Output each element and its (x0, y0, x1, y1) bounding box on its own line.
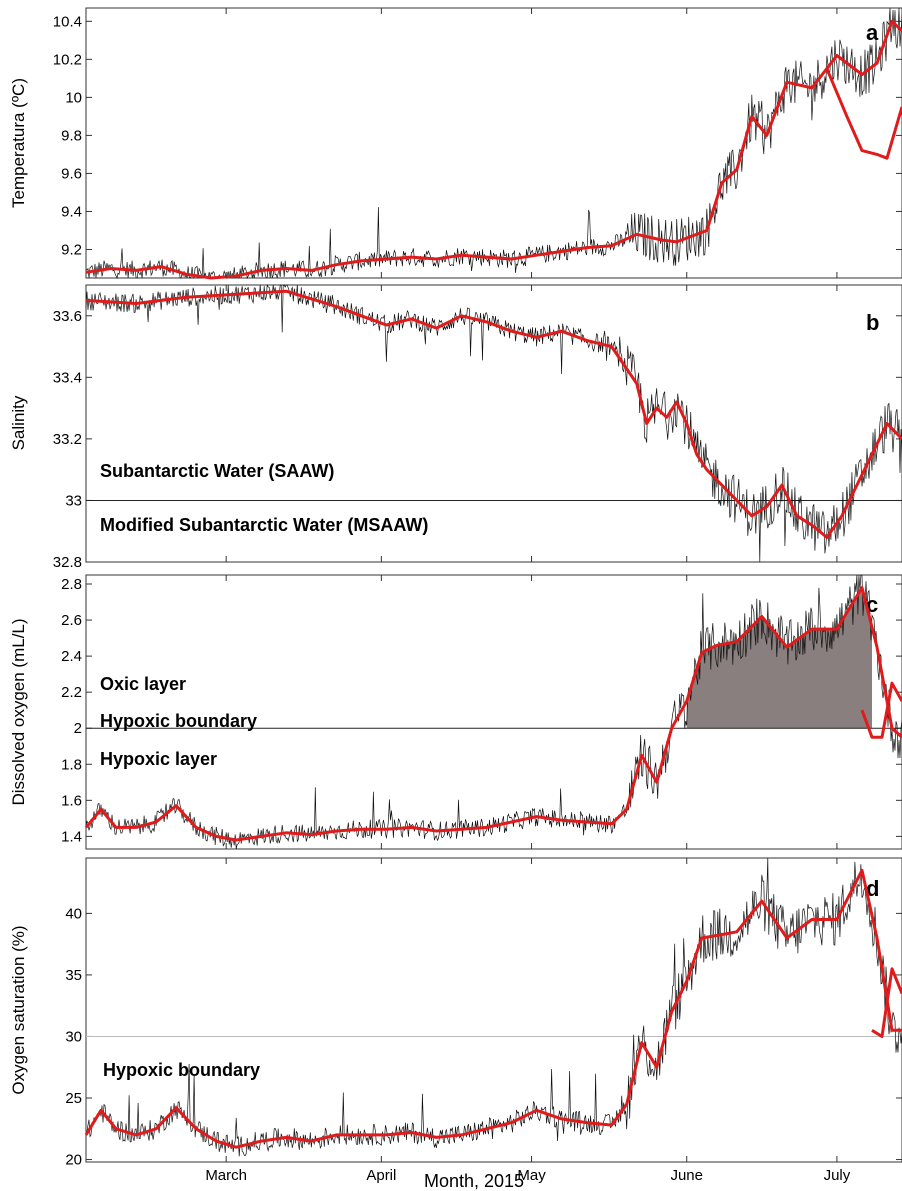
smoothed-series-line (84, 586, 902, 842)
panel-b-frame (85, 284, 902, 563)
y-tick-label: 10.4 (53, 13, 82, 30)
y-tick-label: 2.6 (61, 612, 82, 629)
y-tick-label: 10.2 (53, 51, 82, 68)
panel-d: Oxygen saturation (%) d 20 25 30 35 40 Hypox… (9, 857, 902, 1169)
oxic-area-fill (686, 587, 872, 729)
y-tick-label: 33.6 (53, 308, 82, 325)
panel-b-noise (85, 283, 902, 563)
y-tick-label: 35 (65, 967, 82, 984)
y-tick-label: 25 (65, 1090, 82, 1107)
y-tick-label: 33 (65, 492, 82, 509)
panel-d-series (84, 858, 902, 1162)
raw-signal-line (85, 283, 902, 563)
smoothed-series-line (825, 68, 902, 160)
smoothed-series-line (85, 289, 902, 539)
smoothed-series-line (85, 19, 902, 280)
month-label: March (205, 1167, 247, 1184)
panel-d-noise (85, 857, 902, 1157)
panel-c-noise (85, 574, 902, 850)
y-tick-label: 1.8 (61, 756, 82, 773)
panel-b: Salinity b 32.8 33 33.2 33.4 33.6 Subantarct… (9, 283, 902, 571)
y-tick-label: 10 (65, 89, 82, 106)
y-tick-label: 1.4 (61, 828, 82, 845)
y-tick-label: 33.4 (53, 369, 82, 386)
smoothed-series-line (860, 681, 902, 739)
y-tick-label: 20 (65, 1152, 82, 1169)
month-label: July (824, 1167, 851, 1184)
y-tick-label: 40 (65, 905, 82, 922)
y-tick-label: 32.8 (53, 554, 82, 571)
y-tick-label: 9.6 (61, 165, 82, 182)
y-tick-label: 9.8 (61, 127, 82, 144)
y-tick-label: 2.8 (61, 576, 82, 593)
y-tick-label: 9.4 (61, 203, 82, 220)
panel-a-yticks: 9.2 9.4 9.6 9.8 10 10.2 10.4 (53, 13, 902, 258)
panel-a-series (85, 8, 902, 280)
panel-d-yticks: 20 25 30 35 40 (65, 905, 902, 1169)
hypoxic-layer-annotation: Hypoxic layer (100, 749, 217, 769)
x-axis: March April May June July (205, 1167, 850, 1184)
panel-b-series (85, 285, 902, 562)
panel-d-frame (85, 857, 902, 1163)
month-label: May (517, 1167, 546, 1184)
panel-c-frame (85, 574, 902, 850)
smoothed-series-line (84, 868, 902, 1149)
y-tick-label: 2.4 (61, 648, 82, 665)
raw-signal-line (85, 7, 902, 280)
panel-c: Dissolved oxygen (mL/L) c 1.41.61.822.22… (9, 574, 902, 850)
panel-a: Temperatura (ºC) a 9.2 9.4 9.6 9.8 10 10.2 10.… (9, 7, 902, 280)
panel-a-ylabel: Temperatura (ºC) (9, 78, 28, 208)
y-tick-label: 33.2 (53, 431, 82, 448)
panel-b-letter: b (866, 310, 879, 335)
oxic-layer-annotation: Oxic layer (100, 674, 186, 694)
panel-d-letter: d (866, 876, 879, 901)
panel-c-series (84, 575, 902, 849)
month-label: June (670, 1167, 703, 1184)
hypoxic-boundary-annotation-d: Hypoxic boundary (103, 1060, 260, 1080)
y-tick-label: 30 (65, 1028, 82, 1045)
panel-a-noise (85, 7, 902, 280)
panel-a-letter: a (866, 20, 879, 45)
y-tick-label: 2 (74, 720, 82, 737)
panel-b-ylabel: Salinity (9, 395, 28, 450)
month-label: April (366, 1167, 396, 1184)
x-axis-label: Month, 2015 (424, 1171, 524, 1191)
smoothed-series-line (871, 967, 902, 1038)
saaw-annotation: Subantarctic Water (SAAW) (100, 461, 334, 481)
panel-c-ylabel: Dissolved oxygen (mL/L) (9, 618, 28, 805)
y-tick-label: 9.2 (61, 241, 82, 258)
msaaw-annotation: Modified Subantarctic Water (MSAAW) (100, 515, 428, 535)
panel-b-yticks: 32.8 33 33.2 33.4 33.6 (53, 308, 902, 571)
raw-signal-line (85, 574, 902, 850)
raw-signal-line (85, 857, 902, 1157)
panel-a-frame (85, 7, 902, 279)
panel-c-oxic-fill (686, 587, 872, 729)
hypoxic-boundary-annotation-c: Hypoxic boundary (100, 711, 257, 731)
panel-d-ylabel: Oxygen saturation (%) (9, 925, 28, 1094)
y-tick-label: 2.2 (61, 684, 82, 701)
y-tick-label: 1.6 (61, 792, 82, 809)
